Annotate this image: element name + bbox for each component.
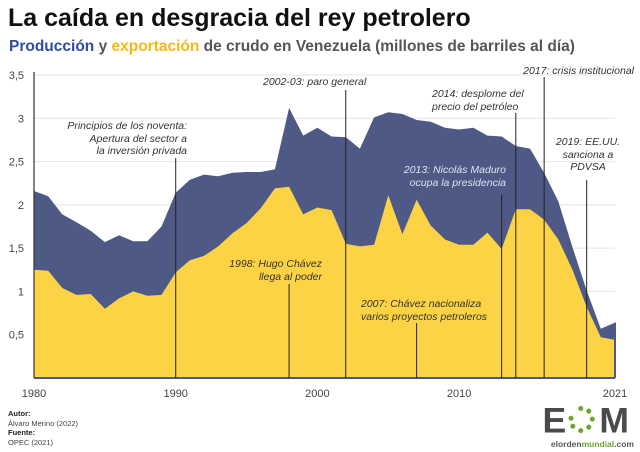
x-tick-label: 2021 <box>603 388 627 400</box>
y-tick-label: 2 <box>18 200 24 212</box>
y-tick-label: 3 <box>18 113 24 125</box>
y-tick-label: 0,5 <box>9 330 24 342</box>
annotation-2014: 2014: desplome del precio del petróleo <box>432 88 524 113</box>
x-tick-label: 1980 <box>22 388 46 400</box>
author-label: Autor: <box>8 409 31 418</box>
chart-subtitle: Producción y exportación de crudo en Ven… <box>9 38 575 56</box>
y-tick-label: 3,5 <box>9 70 24 82</box>
source: OPEC (2021) <box>8 437 54 447</box>
annotation-1990: Principios de los noventa: Apertura del s… <box>67 120 187 157</box>
y-tick-label: 2,5 <box>9 157 24 169</box>
legend-export: exportación <box>111 38 200 55</box>
export-area <box>34 186 615 378</box>
x-tick-label: 2010 <box>447 388 471 400</box>
subtitle-rest: de crudo en Venezuela (millones de barri… <box>199 38 575 55</box>
svg-text:E: E <box>543 404 567 436</box>
annotation-1998: 1998: Hugo Chávez llega al poder <box>229 258 322 283</box>
chart-title: La caída en desgracia del rey petrolero <box>8 4 471 32</box>
annotation-2013: 2013: Nicolás Maduro ocupa la presidencia <box>403 164 506 189</box>
y-tick-label: 1 <box>18 286 24 298</box>
eom-logo: E M <box>543 404 630 436</box>
subtitle-connector: y <box>94 38 112 55</box>
site-url: elordenmundial.com <box>550 439 634 449</box>
x-tick-label: 1990 <box>163 388 187 400</box>
legend-production: Producción <box>9 38 95 55</box>
x-tick-label: 2000 <box>305 388 329 400</box>
source-label: Fuente: <box>8 428 36 437</box>
annotation-2017: 2017: crisis institucional <box>523 65 634 77</box>
annotation-2002: 2002-03: paro general <box>263 76 367 88</box>
credits: Autor: Álvaro Merino (2022) Fuente: OPEC… <box>8 409 78 447</box>
y-tick-label: 1,5 <box>9 243 24 255</box>
annotation-2007: 2007: Chávez nacionaliza varios proyectos… <box>361 298 488 323</box>
svg-text:M: M <box>599 404 629 436</box>
annotation-2019: 2019: EE.UU. sanciona a PDVSA <box>555 136 621 173</box>
author: Álvaro Merino (2022) <box>8 418 79 428</box>
